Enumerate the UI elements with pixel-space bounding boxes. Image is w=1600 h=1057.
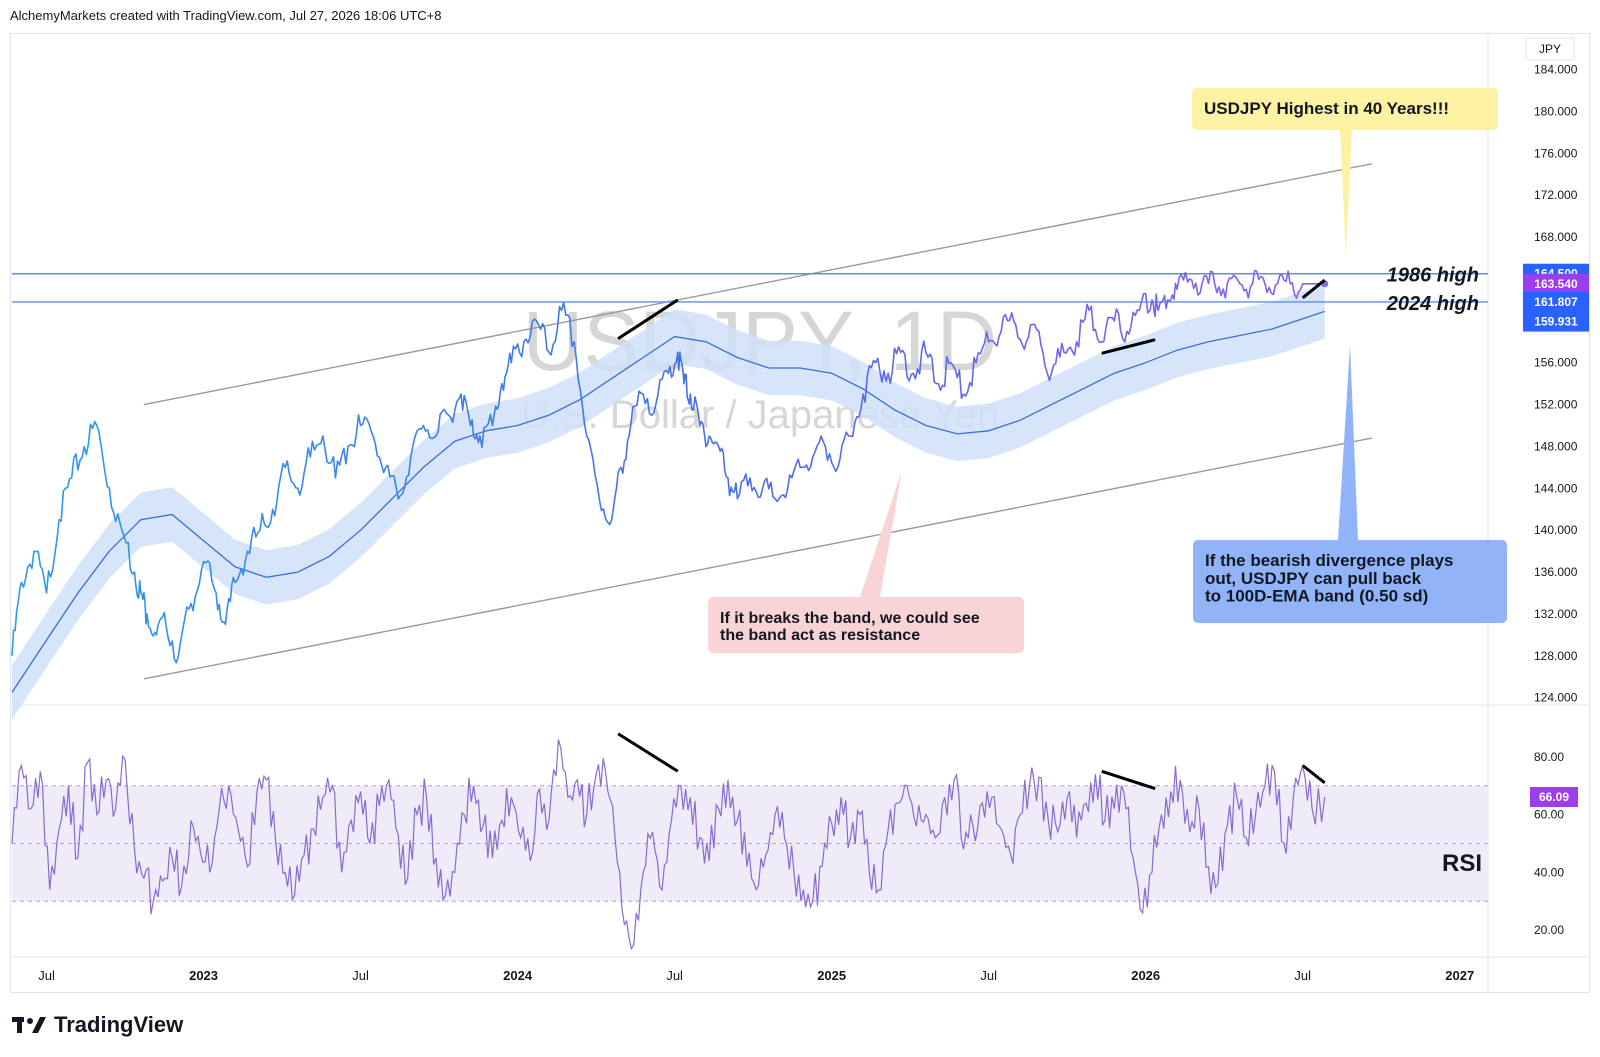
time-axis-tick: 2026 (1131, 968, 1160, 983)
price-divergence-line (1301, 278, 1326, 299)
price-tag-label: 163.540 (1534, 277, 1578, 291)
price-axis-tick: 144.000 (1534, 481, 1578, 495)
chart-attribution: AlchemyMarkets created with TradingView.… (10, 8, 442, 23)
currency-label: JPY (1539, 42, 1561, 56)
price-divergence-line (1101, 338, 1156, 355)
price-axis-tick: 176.000 (1534, 146, 1578, 160)
time-axis-tick: 2023 (189, 968, 218, 983)
annotation-box (1193, 540, 1507, 623)
annotation-text: to 100D-EMA band (0.50 sd) (1205, 587, 1428, 606)
time-axis: Jul 2023 Jul 2024 Jul 2025 Jul 2026 Jul 2027 (38, 968, 1474, 983)
price-tag-label: 159.931 (1534, 315, 1578, 329)
channel-line-lower (143, 437, 1372, 680)
price-tag (1523, 311, 1589, 332)
rsi-divergence-line (1101, 769, 1156, 791)
annotation-text: If it breaks the band, we could see (720, 610, 980, 627)
rsi-line (11, 739, 1326, 951)
channel-line-upper (143, 163, 1372, 406)
annotation-text: USDJPY Highest in 40 Years!!! (1204, 99, 1449, 118)
rsi-pane: RSI 20.00 40.00 60.00 80.00 66.09 (10, 732, 1590, 958)
time-axis-tick: Jul (1294, 968, 1311, 983)
time-axis-tick: Jul (666, 968, 683, 983)
price-axis-tick: 140.000 (1534, 523, 1578, 537)
annotation-pointer (860, 470, 902, 597)
price-axis-tick: 152.000 (1534, 398, 1578, 412)
annotation-highest-40-years: USDJPY Highest in 40 Years!!! (1192, 88, 1498, 255)
price-tag (1523, 273, 1589, 294)
price-axis-tick: 180.000 (1534, 105, 1578, 119)
annotation-pointer (1338, 345, 1358, 540)
price-axis-tick: 124.000 (1534, 691, 1578, 705)
time-axis-tick: 2024 (503, 968, 533, 983)
price-axis-tick: 184.000 (1534, 63, 1578, 77)
time-axis-tick: 2027 (1445, 968, 1474, 983)
rsi-axis-tick: 60.00 (1534, 808, 1564, 822)
currency-label-box (1525, 37, 1575, 61)
horizontal-line-label: 1986 high (1387, 265, 1479, 287)
rsi-title: RSI (1442, 850, 1482, 877)
tradingview-brand-text: TradingView (54, 1012, 184, 1037)
price-axis-tick: 148.000 (1534, 439, 1578, 453)
price-pane: USDJPY, 1DU.S. Dollar / Japanese Yen1986… (10, 33, 1590, 992)
ema-band (12, 284, 1325, 720)
price-tag (1523, 291, 1589, 312)
price-axis-tick: 136.000 (1534, 565, 1578, 579)
annotation-text: the band act as resistance (720, 627, 920, 644)
rsi-axis-tick: 40.00 (1534, 865, 1564, 879)
price-axis-tick: 132.000 (1534, 607, 1578, 621)
time-axis-tick: Jul (352, 968, 369, 983)
rsi-axis-tick: 20.00 (1534, 923, 1564, 937)
annotation-pointer (1340, 130, 1352, 255)
annotation-box (1192, 88, 1498, 130)
rsi-divergence-line (1301, 764, 1326, 785)
rsi-value-tag-label: 66.09 (1539, 790, 1569, 804)
rsi-divergence-line (617, 732, 679, 773)
price-divergence-line (617, 298, 679, 340)
annotation-text: out, USDJPY can pull back (1205, 569, 1422, 588)
price-axis-tick: 128.000 (1534, 649, 1578, 663)
time-axis-tick: Jul (980, 968, 997, 983)
tradingview-logo-icon (12, 1017, 46, 1033)
rsi-axis-tick: 80.00 (1534, 750, 1564, 764)
price-axis-tick: 156.000 (1534, 356, 1578, 370)
annotation-box (708, 597, 1024, 653)
tradingview-logo[interactable]: TradingView (12, 1012, 183, 1038)
chart-frame (10, 33, 1590, 993)
price-axis-tick: 168.000 (1534, 230, 1578, 244)
price-axis-tick: 172.000 (1534, 188, 1578, 202)
horizontal-line-label: 2024 high (1386, 293, 1479, 315)
time-axis-tick: 2025 (817, 968, 846, 983)
annotation-text: If the bearish divergence plays (1205, 551, 1453, 570)
rsi-value-tag (1530, 787, 1578, 808)
price-tag-label: 161.807 (1534, 295, 1578, 309)
ema-line (11, 310, 1325, 693)
time-axis-tick: Jul (38, 968, 55, 983)
price-line (11, 269, 1325, 664)
